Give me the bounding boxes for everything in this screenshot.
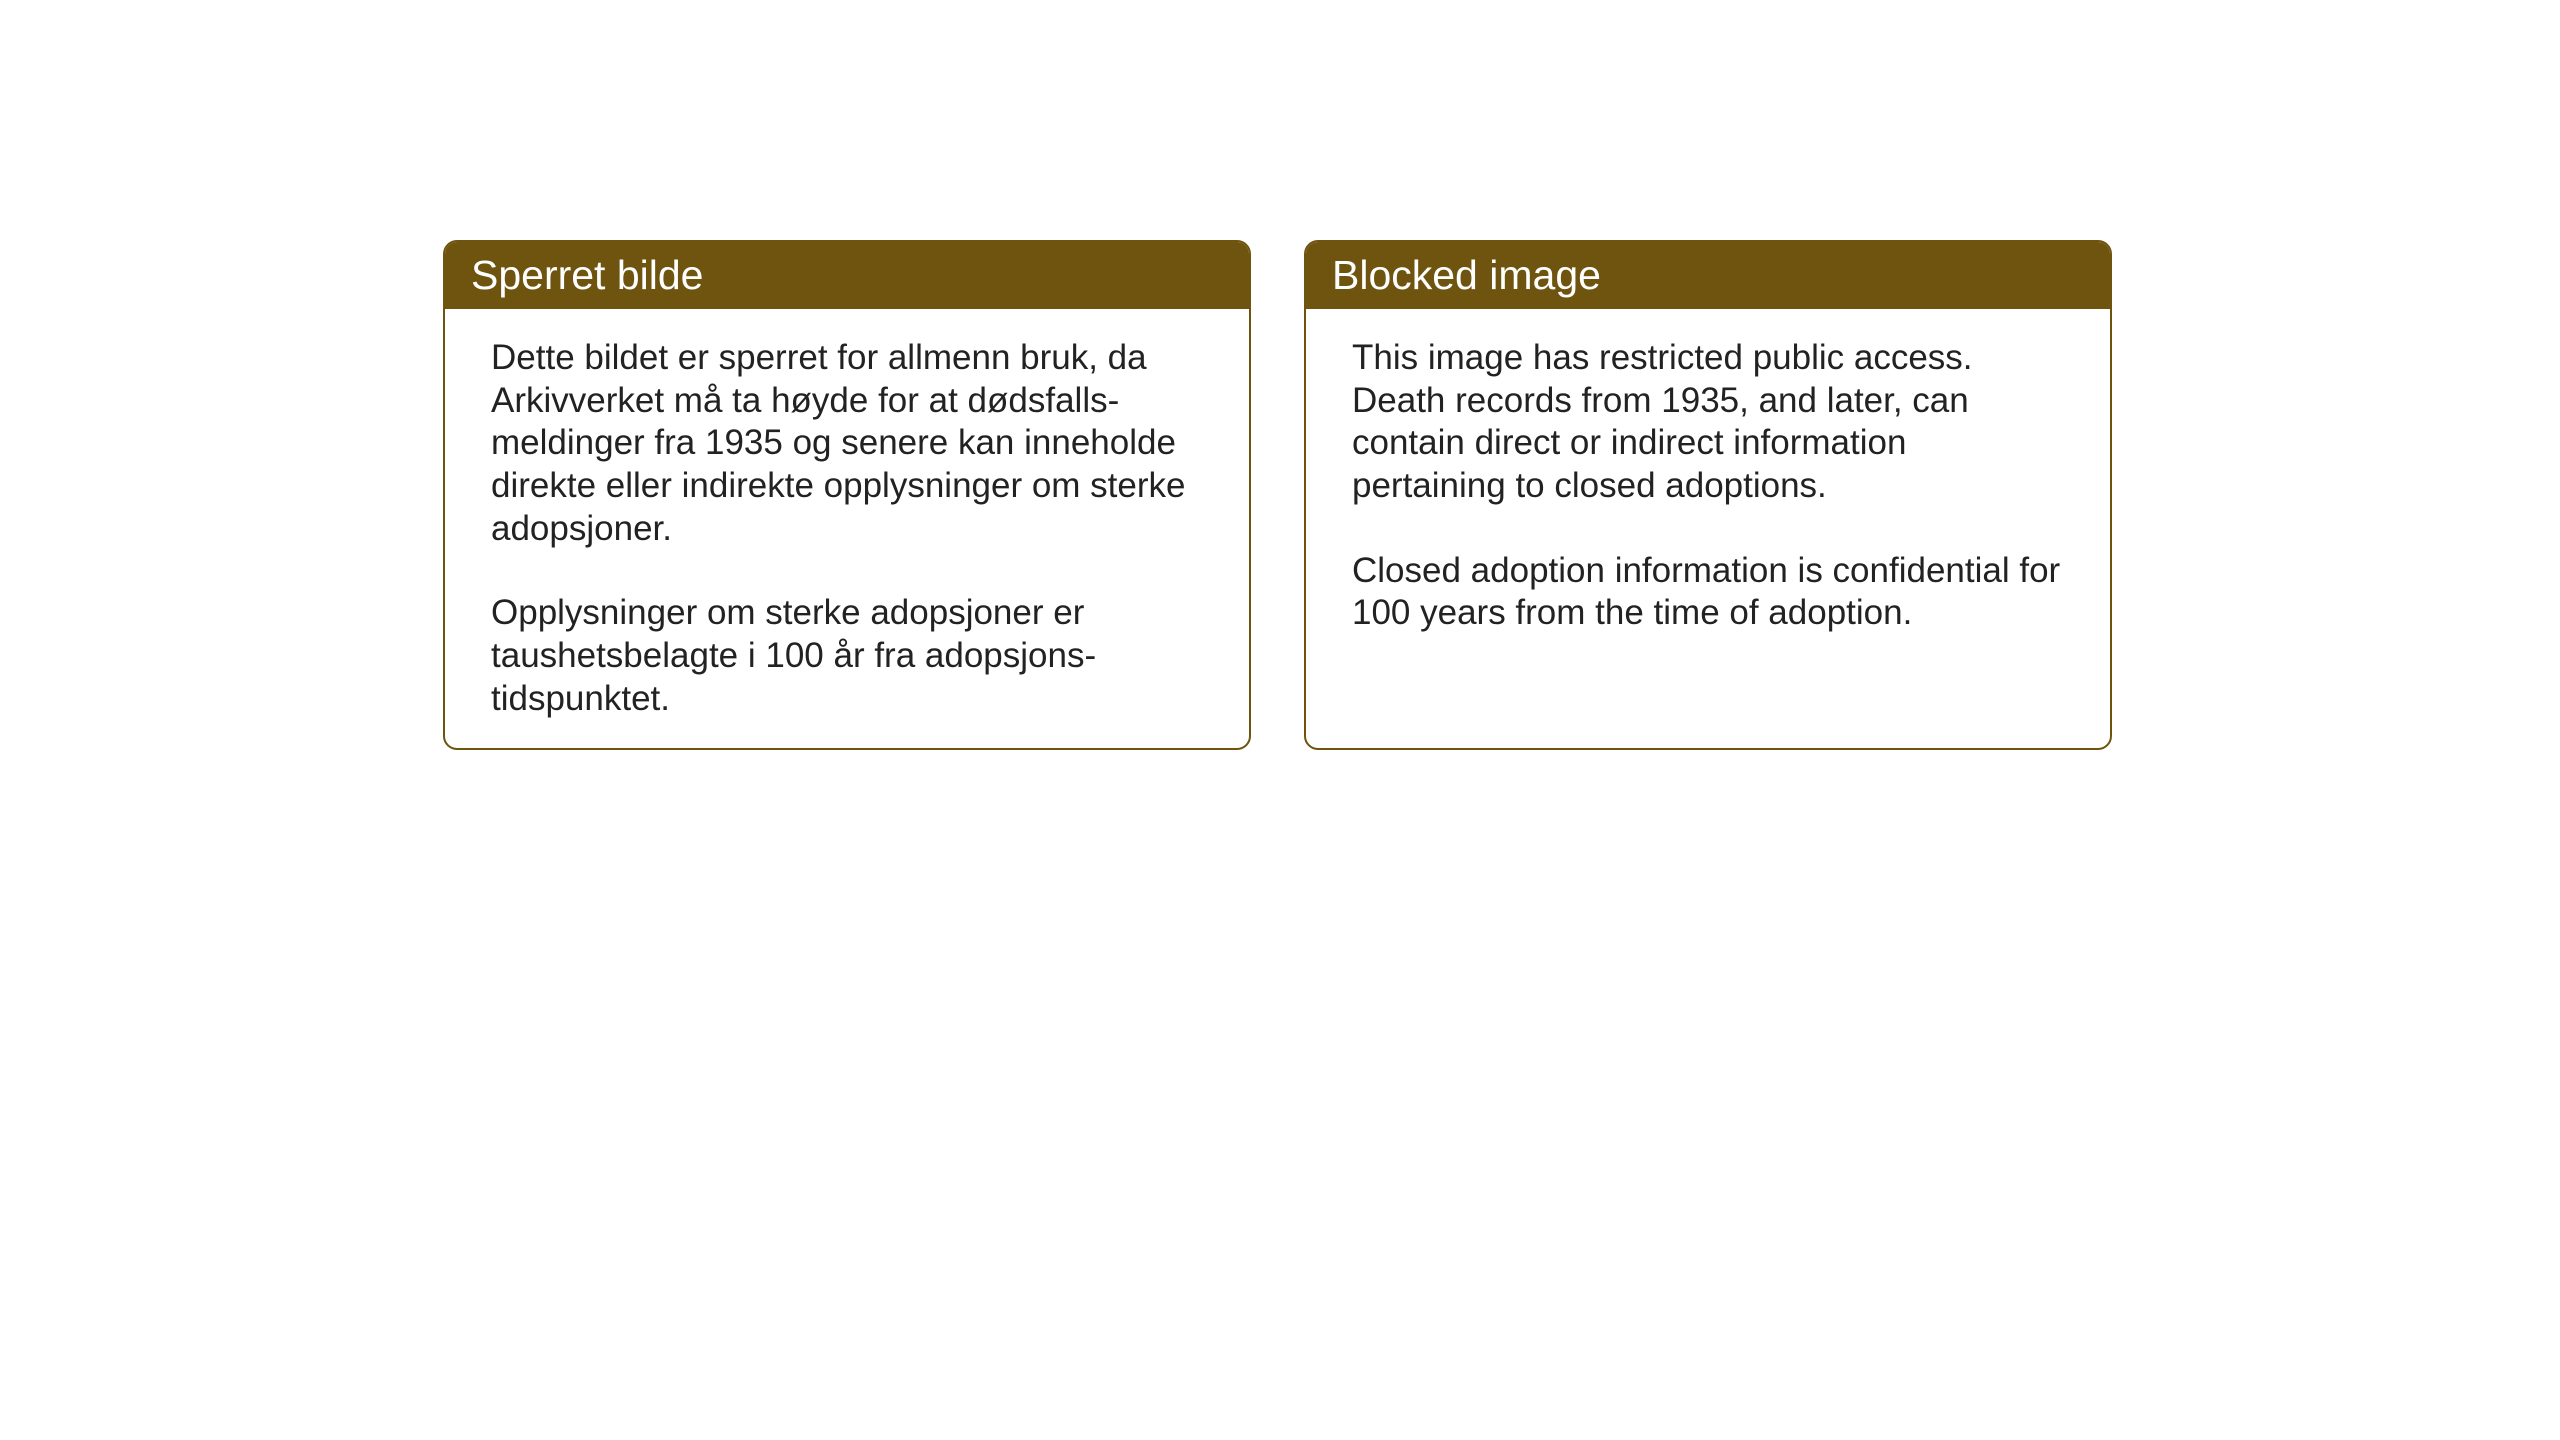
card-english-title: Blocked image [1332,252,1601,298]
card-norwegian-body: Dette bildet er sperret for allmenn bruk… [445,309,1249,749]
card-english-header: Blocked image [1306,242,2110,309]
card-english: Blocked image This image has restricted … [1304,240,2112,750]
card-english-paragraph1: This image has restricted public access.… [1352,337,2064,508]
card-english-paragraph2: Closed adoption information is confident… [1352,550,2064,635]
card-norwegian-paragraph1: Dette bildet er sperret for allmenn bruk… [491,337,1203,550]
card-norwegian-header: Sperret bilde [445,242,1249,309]
card-english-body: This image has restricted public access.… [1306,309,2110,663]
card-norwegian-title: Sperret bilde [471,252,703,298]
card-norwegian-paragraph2: Opplysninger om sterke adopsjoner er tau… [491,592,1203,720]
cards-container: Sperret bilde Dette bildet er sperret fo… [443,240,2112,750]
card-norwegian: Sperret bilde Dette bildet er sperret fo… [443,240,1251,750]
